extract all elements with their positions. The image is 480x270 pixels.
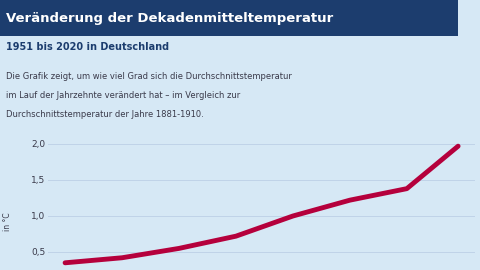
Text: 1951 bis 2020 in Deutschland: 1951 bis 2020 in Deutschland [6,42,169,52]
Text: Die Grafik zeigt, um wie viel Grad sich die Durchschnittstemperatur: Die Grafik zeigt, um wie viel Grad sich … [6,72,292,82]
Text: im Lauf der Jahrzehnte verändert hat – im Vergleich zur: im Lauf der Jahrzehnte verändert hat – i… [6,91,240,100]
Text: Veränderung der Dekadenmitteltemperatur: Veränderung der Dekadenmitteltemperatur [6,12,333,25]
Text: Durchschnittstemperatur der Jahre 1881-1910.: Durchschnittstemperatur der Jahre 1881-1… [6,110,204,119]
Text: in °C: in °C [3,212,12,231]
